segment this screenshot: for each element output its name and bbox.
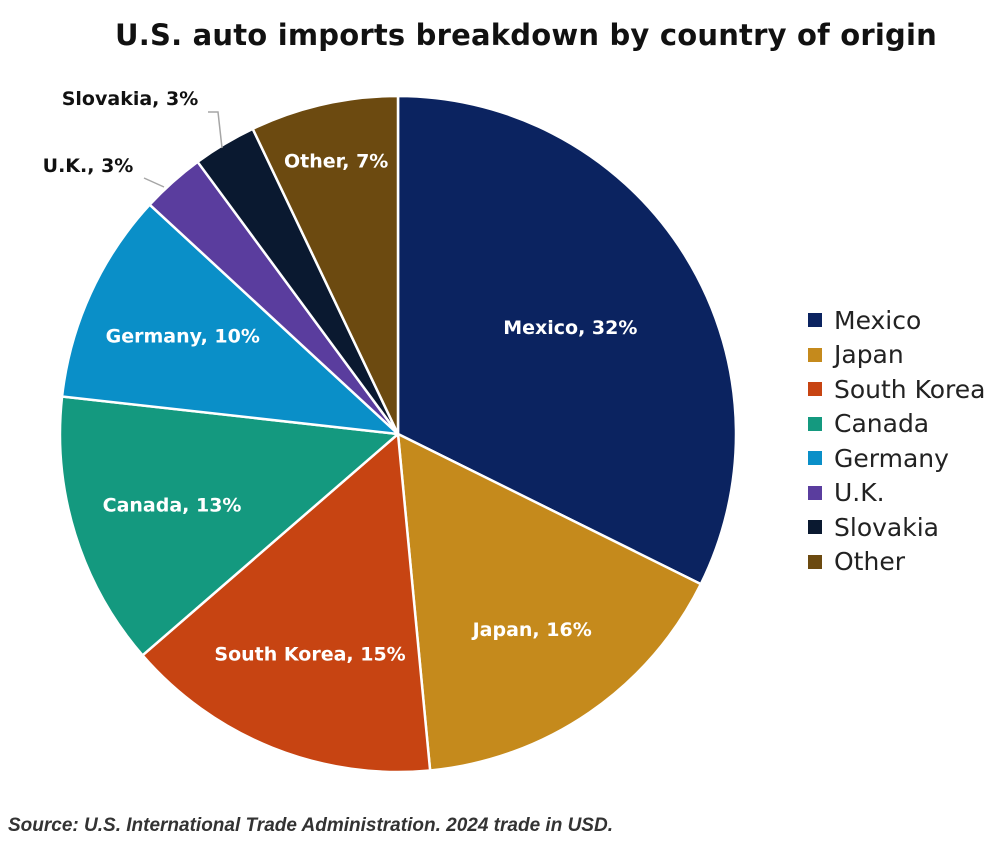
- legend-item-mexico: Mexico: [808, 303, 1003, 338]
- legend-item-other: Other: [808, 545, 1003, 580]
- legend-item-slovakia: Slovakia: [808, 510, 1003, 545]
- legend-swatch-south-korea: [808, 382, 822, 397]
- leader-line-u-k: [143, 177, 165, 188]
- legend-label-other: Other: [834, 547, 905, 577]
- legend-label-germany: Germany: [834, 443, 949, 473]
- pie-slice-japan: [396, 432, 703, 772]
- pie-slice-other: [251, 94, 400, 436]
- legend-label-japan: Japan: [834, 340, 904, 370]
- legend-label-canada: Canada: [834, 409, 930, 439]
- legend-item-canada: Canada: [808, 407, 1003, 442]
- data-label-mexico: Mexico, 32%: [503, 317, 637, 339]
- source-note: Source: U.S. International Trade Adminis…: [8, 815, 613, 836]
- legend-label-south-korea: South Korea: [834, 374, 986, 404]
- legend-label-u-k: U.K.: [834, 478, 885, 508]
- legend-item-south-korea: South Korea: [808, 372, 1003, 407]
- legend-swatch-slovakia: [808, 520, 822, 535]
- chart-title: U.S. auto imports breakdown by country o…: [115, 18, 937, 52]
- data-label-slovakia: Slovakia, 3%: [62, 88, 199, 110]
- legend-item-germany: Germany: [808, 441, 1003, 476]
- legend-label-slovakia: Slovakia: [834, 512, 939, 542]
- data-label-japan: Japan, 16%: [471, 619, 592, 641]
- legend-swatch-mexico: [808, 313, 822, 328]
- pie-slice-canada: [58, 395, 400, 657]
- legend-swatch-u-k: [808, 485, 822, 500]
- legend-item-japan: Japan: [808, 338, 1003, 373]
- pie-slice-mexico: [396, 94, 738, 586]
- pie-slice-germany: [60, 203, 400, 436]
- leader-line-slovakia: [208, 111, 223, 149]
- legend-item-u-k: U.K.: [808, 476, 1003, 511]
- data-label-u-k: U.K., 3%: [43, 155, 134, 177]
- data-label-germany: Germany, 10%: [106, 326, 260, 348]
- legend: Mexico Japan South Korea Canada Germany U.K. S…: [808, 303, 1003, 579]
- legend-swatch-other: [808, 554, 822, 569]
- pie-slice-south-korea: [141, 432, 432, 774]
- data-label-canada: Canada, 13%: [103, 494, 242, 516]
- legend-swatch-japan: [808, 347, 822, 362]
- legend-swatch-canada: [808, 416, 822, 431]
- data-label-south-korea: South Korea, 15%: [214, 644, 405, 666]
- legend-label-mexico: Mexico: [834, 305, 922, 335]
- legend-swatch-germany: [808, 451, 822, 466]
- data-label-other: Other, 7%: [284, 150, 388, 172]
